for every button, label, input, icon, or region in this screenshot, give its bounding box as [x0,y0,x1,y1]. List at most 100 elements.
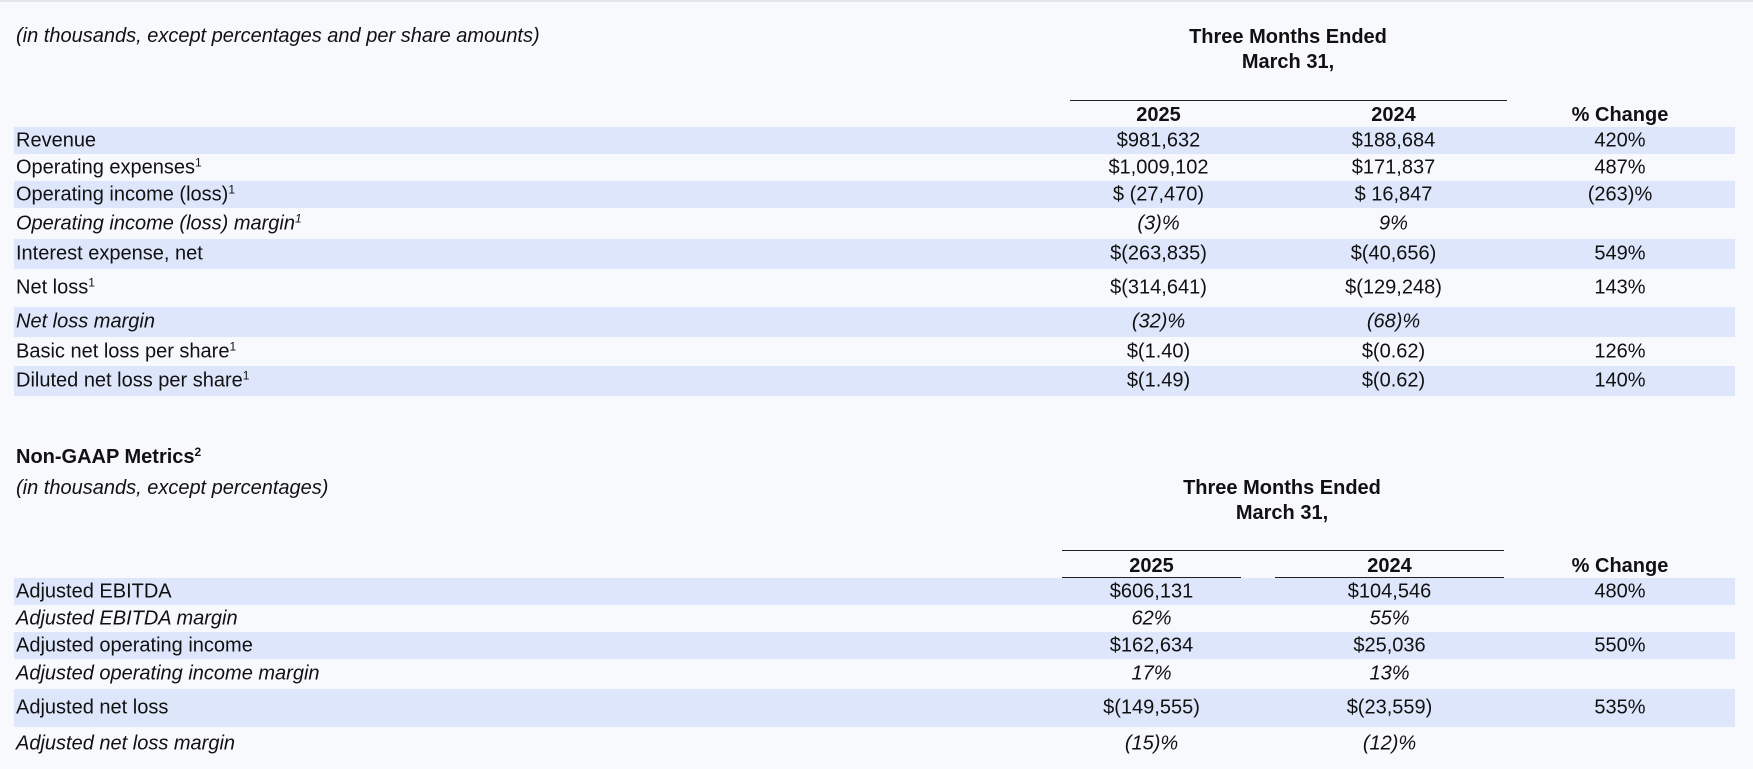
row-label-text: Revenue [16,129,97,151]
row-label-text: Adjusted EBITDA margin [16,607,238,629]
value-2024: $ 16,847 [1354,183,1433,205]
gaap-period-header-date: March 31, [1241,51,1335,73]
value-change: 143% [1594,276,1646,299]
nongaap-period-header-date: March 31, [1235,502,1329,524]
value-2025: $1,009,102 [1108,156,1209,178]
table-row: Net loss1 $(314,641) $(129,248) 143% [14,269,1735,307]
gaap-col-change: % Change [1571,104,1669,126]
value-2025: $981,632 [1116,129,1201,151]
row-label-text: Net loss [16,276,89,299]
value-2024: (68)% [1366,310,1421,333]
row-label: Adjusted EBITDA margin [16,607,238,630]
table-row: Adjusted EBITDA margin 62% 55% [14,605,1735,632]
row-label-text: Net loss margin [16,310,155,333]
table-row: Net loss margin (32)% (68)% [14,307,1735,337]
value-change: 535% [1594,696,1646,719]
nongaap-title: Non-GAAP Metrics2 [16,445,202,469]
row-label: Net loss margin [16,311,155,334]
value-2025: (15)% [1124,732,1179,755]
value-2025: 62% [1131,607,1172,629]
row-label-text: Operating income (loss) margin [16,212,295,234]
value-change: 550% [1594,634,1646,656]
row-label-text: Diluted net loss per share [16,369,243,392]
row-label: Diluted net loss per share1 [16,368,250,393]
table-row: Adjusted operating income $162,634 $25,036… [14,632,1735,659]
table-row: Operating income (loss) margin1 (3)% 9% [14,208,1735,239]
row-label: Adjusted operating income margin [16,663,320,686]
value-2025: (3)% [1137,212,1180,234]
value-2025: $(1.40) [1126,340,1191,362]
table-row: Adjusted net loss $(149,555) $(23,559) 535% [14,689,1735,727]
gaap-units-note: (in thousands, except percentages and pe… [16,25,540,47]
value-2025: $606,131 [1109,580,1194,602]
value-change: (263)% [1587,183,1653,205]
value-2025: $(263,835) [1110,242,1207,265]
value-2025: $(314,641) [1110,276,1207,299]
nongaap-period-rule [1062,550,1504,551]
value-2024: 55% [1369,607,1410,629]
row-label-text: Operating income (loss) [16,183,229,205]
value-2024: 13% [1369,662,1410,685]
value-2024: $(40,656) [1350,242,1437,265]
table-row: Revenue $981,632 $188,684 420% [14,127,1735,154]
footnote-marker: 1 [228,182,235,196]
table-row: Diluted net loss per share1 $(1.49) $(0.62… [14,366,1735,396]
value-2025: $162,634 [1109,634,1194,656]
nongaap-col-2025-rule [1062,577,1241,578]
row-label-text: Operating expenses [16,156,196,178]
value-2025: (32)% [1131,310,1186,333]
value-change: 549% [1594,242,1646,265]
footnote-marker: 1 [229,339,237,353]
value-2024: $(23,559) [1346,696,1433,719]
gaap-period-header: Three Months Ended [1189,26,1387,48]
value-2024: $171,837 [1351,156,1436,178]
value-2024: $25,036 [1353,634,1426,656]
table-row: Adjusted net loss margin (15)% (12)% [14,727,1735,761]
row-label: Operating expenses1 [16,155,202,179]
value-change: 487% [1594,156,1646,178]
value-2024: 9% [1379,212,1408,234]
row-label: Adjusted net loss [16,697,168,720]
footnote-marker: 1 [88,275,95,290]
value-change: 140% [1594,369,1646,392]
value-2025: $(1.49) [1126,369,1191,392]
table-row: Adjusted operating income margin 17% 13% [14,659,1735,689]
value-2024: $188,684 [1351,129,1436,151]
row-label-text: Interest expense, net [16,242,203,265]
table-row: Operating income (loss)1 $ (27,470) $ 16,8… [14,181,1735,208]
value-2025: 17% [1131,662,1172,685]
nongaap-period-header: Three Months Ended [1183,477,1381,499]
row-label-text: Adjusted operating income margin [16,662,320,685]
top-border [0,0,1753,2]
gaap-period-rule [1070,100,1507,101]
value-2024: (12)% [1362,732,1417,755]
nongaap-units-note: (in thousands, except percentages) [16,477,329,499]
nongaap-title-footnote: 2 [194,445,202,459]
value-2025: $(149,555) [1103,696,1200,719]
value-2024: $104,546 [1347,580,1432,602]
row-label: Interest expense, net [16,243,203,266]
gaap-col-2024: 2024 [1371,104,1416,126]
value-2024: $(0.62) [1361,369,1426,392]
nongaap-col-2025: 2025 [1129,555,1174,577]
table-row: Basic net loss per share1 $(1.40) $(0.62) 1… [14,337,1735,366]
table-row: Interest expense, net $(263,835) $(40,656)… [14,239,1735,269]
footnote-marker: 1 [195,155,202,169]
value-2024: $(0.62) [1361,340,1426,362]
footnote-marker: 1 [242,368,250,383]
nongaap-col-2024: 2024 [1367,555,1412,577]
row-label: Adjusted operating income [16,634,253,657]
row-label-text: Adjusted net loss margin [16,732,236,755]
table-row: Operating expenses1 $1,009,102 $171,837 487… [14,154,1735,181]
value-change: 420% [1594,129,1646,151]
row-label-text: Adjusted net loss [16,696,169,719]
row-label-text: Adjusted operating income [16,634,253,656]
nongaap-col-change: % Change [1571,555,1669,577]
row-label: Adjusted net loss margin [16,733,235,756]
row-label: Operating income (loss)1 [16,182,235,206]
nongaap-col-2024-rule [1275,577,1504,578]
row-label: Adjusted EBITDA [16,580,172,603]
value-change: 126% [1594,340,1646,362]
value-change: 480% [1594,580,1646,602]
gaap-col-2025: 2025 [1136,104,1181,126]
